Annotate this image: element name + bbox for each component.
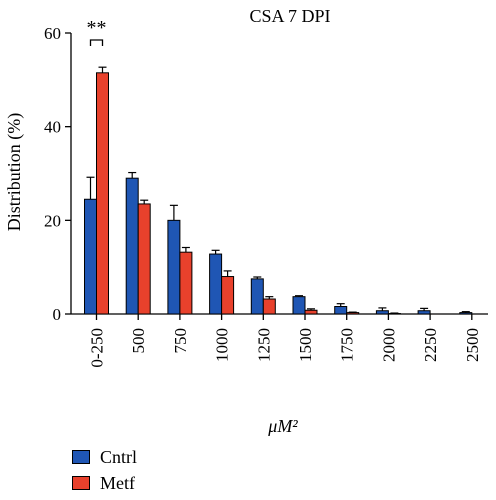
legend-item-metf: Metf xyxy=(72,472,137,494)
error-bars xyxy=(86,66,470,314)
bar-cntrl xyxy=(167,219,181,315)
bar-metf xyxy=(137,203,151,315)
x-tick-label: 750 xyxy=(171,328,190,354)
bar-cntrl xyxy=(250,278,264,315)
bar-metf xyxy=(179,251,193,315)
tick-labels: 0 20 40 60 0-250 500 750 1000 1250 1500 1750 2000 22… xyxy=(44,24,482,368)
bar-metf xyxy=(262,298,276,315)
bar-cntrl xyxy=(334,306,348,315)
bar-cntrl xyxy=(84,198,97,315)
y-tick-label: 60 xyxy=(44,24,61,43)
significance-label: ** xyxy=(87,17,107,39)
x-tick-label: 2500 xyxy=(463,328,482,362)
x-axis-label: μM² xyxy=(267,416,298,436)
significance-bracket xyxy=(89,39,104,46)
legend: Cntrl Metf xyxy=(72,446,137,498)
x-tick-label: 1500 xyxy=(296,328,315,362)
bar-metf xyxy=(96,72,109,315)
y-axis-label: Distribution (%) xyxy=(4,113,25,232)
x-tick-label: 1250 xyxy=(254,328,273,362)
legend-label-metf: Metf xyxy=(100,472,135,493)
legend-item-cntrl: Cntrl xyxy=(72,446,137,468)
y-tick-label: 0 xyxy=(53,305,62,324)
bar-cntrl xyxy=(459,312,473,315)
x-tick-label: 0-250 xyxy=(88,328,107,368)
bar-metf xyxy=(304,309,318,315)
annotations: ** xyxy=(87,17,107,46)
bar-chart: CSA 7 DPI 0 20 40 60 0-250 500 750 1000 1250 1500… xyxy=(4,6,488,436)
x-tick-label: 1750 xyxy=(338,328,357,362)
x-tick-label: 500 xyxy=(129,328,148,354)
legend-swatch-cntrl xyxy=(72,450,90,464)
bar-metf xyxy=(346,312,360,315)
legend-label-cntrl: Cntrl xyxy=(100,446,138,467)
legend-swatch-metf xyxy=(72,476,90,490)
x-tick-label: 2250 xyxy=(421,328,440,362)
x-tick-label: 2000 xyxy=(379,328,398,362)
y-tick-label: 40 xyxy=(44,118,61,137)
x-tick-label: 1000 xyxy=(213,328,232,362)
bar-cntrl xyxy=(292,296,306,315)
bars xyxy=(84,72,484,315)
y-tick-label: 20 xyxy=(44,211,61,230)
chart-title: CSA 7 DPI xyxy=(249,6,330,26)
bar-metf xyxy=(221,276,235,315)
bar-cntrl xyxy=(375,310,389,315)
bar-cntrl xyxy=(417,310,431,315)
bar-cntrl xyxy=(209,253,223,315)
bar-cntrl xyxy=(125,177,139,315)
